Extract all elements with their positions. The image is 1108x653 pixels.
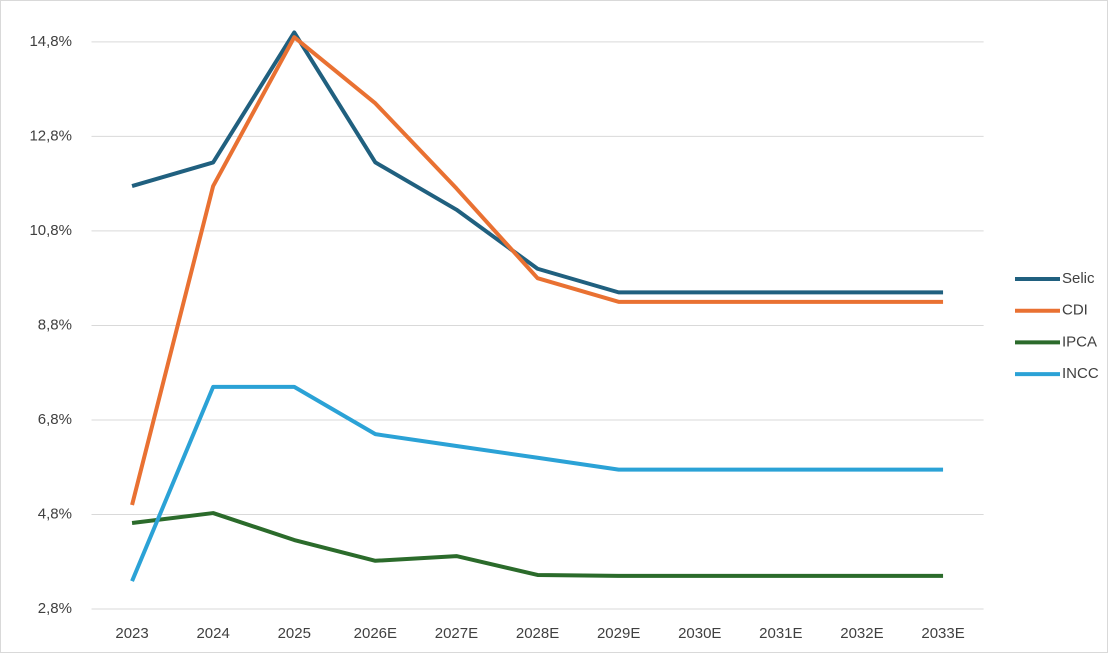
- y-tick-label: 8,8%: [38, 316, 72, 333]
- series-line: [130, 384, 944, 582]
- y-tick-label: 14,8%: [29, 33, 72, 50]
- x-tick-label: 2025: [278, 625, 311, 642]
- x-tick-label: 2031E: [759, 625, 802, 642]
- series-line: [130, 35, 944, 506]
- y-tick-label: 2,8%: [38, 600, 72, 617]
- x-tick-label: 2030E: [678, 625, 721, 642]
- x-tick-label: 2027E: [435, 625, 478, 642]
- y-tick-label: 6,8%: [38, 411, 72, 428]
- x-tick-label: 2023: [115, 625, 148, 642]
- legend-label: Selic: [1062, 270, 1095, 287]
- x-tick-label: 2033E: [921, 625, 964, 642]
- x-tick-label: 2032E: [840, 625, 883, 642]
- x-tick-label: 2028E: [516, 625, 559, 642]
- legend-label: CDI: [1062, 302, 1088, 319]
- x-tick-label: 2024: [196, 625, 229, 642]
- x-tick-label: 2029E: [597, 625, 640, 642]
- x-tick-label: 2026E: [354, 625, 397, 642]
- y-tick-label: 12,8%: [29, 127, 72, 144]
- legend-label: IPCA: [1062, 333, 1097, 350]
- y-tick-label: 4,8%: [38, 505, 72, 522]
- y-tick-label: 10,8%: [29, 222, 72, 239]
- series-line: [131, 30, 944, 295]
- series-line: [131, 511, 944, 578]
- legend-label: INCC: [1062, 365, 1099, 382]
